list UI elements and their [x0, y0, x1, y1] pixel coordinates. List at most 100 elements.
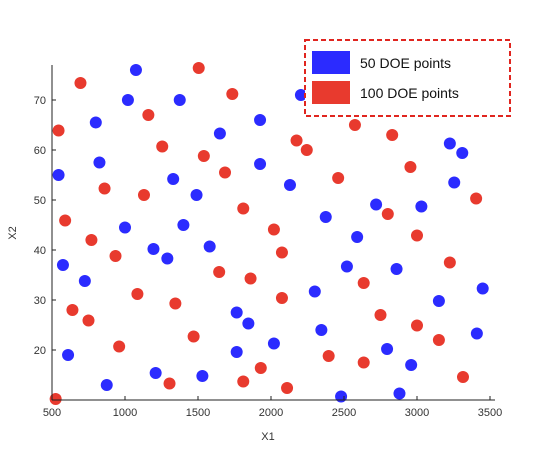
data-point-50-doe [390, 263, 403, 275]
y-axis-label: X2 [7, 226, 19, 239]
data-point-100-doe [156, 140, 169, 153]
data-point-100-doe [82, 314, 95, 327]
data-point-100-doe [85, 234, 98, 246]
y-axis-ticks: 20 30 40 50 60 70 [34, 95, 56, 357]
x-tick-label: 1500 [186, 407, 210, 419]
data-point-100-doe [267, 223, 280, 236]
data-point-100-doe [404, 161, 417, 173]
data-point-100-doe [237, 202, 250, 215]
y-tick-label: 60 [34, 145, 46, 157]
data-point-50-doe [52, 169, 65, 181]
x-tick-label: 2500 [332, 407, 356, 419]
data-point-100-doe [275, 292, 288, 304]
data-point-50-doe [167, 173, 180, 185]
data-point-50-doe [456, 147, 469, 159]
data-point-100-doe [290, 134, 303, 147]
data-point-100-doe [244, 272, 257, 285]
data-point-50-doe [315, 324, 328, 336]
data-point-100-doe [131, 288, 144, 300]
data-point-100-doe [275, 246, 288, 259]
data-point-50-doe [267, 337, 280, 350]
data-point-50-doe [319, 211, 332, 223]
data-point-100-doe [163, 377, 176, 390]
data-point-100-doe [456, 371, 469, 383]
data-point-50-doe [448, 176, 461, 189]
data-point-100-doe [411, 229, 423, 242]
data-point-50-doe [161, 252, 174, 265]
data-point-50-doe [93, 156, 106, 169]
data-point-50-doe [294, 89, 307, 101]
data-point-100-doe [137, 189, 150, 201]
data-point-50-doe [432, 295, 445, 307]
data-point-50-doe [381, 343, 394, 355]
data-point-50-doe [147, 243, 160, 255]
data-point-50-doe [129, 64, 142, 76]
data-point-50-doe [190, 189, 203, 201]
data-point-50-doe [254, 114, 267, 126]
data-point-100-doe [381, 208, 394, 220]
data-point-100-doe [348, 119, 361, 131]
data-point-100-doe [52, 124, 65, 137]
data-point-100-doe [169, 297, 182, 310]
data-point-100-doe [443, 256, 456, 269]
data-point-50-doe [283, 179, 296, 191]
data-point-100-doe [113, 340, 126, 353]
x-axis-ticks: 500 1000 1500 2000 2500 3000 3500 [43, 396, 502, 419]
y-tick-label: 70 [34, 95, 46, 107]
data-point-100-doe [49, 393, 62, 405]
x-tick-label: 2000 [259, 407, 283, 419]
y-tick-label: 50 [34, 195, 46, 207]
data-point-50-doe [196, 370, 209, 382]
data-point-100-doe [332, 172, 345, 184]
data-point-50-doe [119, 221, 131, 234]
data-point-100-doe [142, 109, 155, 121]
data-point-50-doe [177, 219, 190, 231]
data-point-50-doe [340, 260, 353, 273]
data-point-50-doe [121, 94, 134, 106]
data-point-50-doe [393, 387, 406, 400]
data-point-50-doe [405, 359, 418, 371]
data-point-100-doe [432, 334, 445, 346]
data-point-100-doe [59, 214, 72, 227]
data-point-100-doe [386, 129, 399, 141]
data-point-50-doe [173, 94, 186, 106]
data-point-50-doe [476, 282, 489, 295]
data-point-100-doe [300, 144, 313, 156]
data-point-100-doe [219, 166, 232, 179]
data-point-50-doe [78, 275, 91, 287]
legend-swatch-50-doe [312, 51, 350, 74]
data-point-100-doe [357, 356, 370, 369]
data-point-100-doe [74, 77, 87, 89]
data-point-100-doe [187, 330, 200, 343]
data-point-100-doe [374, 309, 387, 321]
data-point-50-doe [62, 349, 75, 361]
data-point-100-doe [281, 382, 294, 394]
data-point-50-doe [308, 285, 321, 298]
data-point-50-doe [230, 306, 243, 319]
data-point-100-doe [470, 192, 483, 205]
x-tick-label: 3500 [478, 407, 502, 419]
data-point-50-doe [203, 240, 216, 253]
data-point-50-doe [100, 379, 113, 391]
data-point-100-doe [226, 88, 239, 100]
x-tick-label: 500 [43, 407, 61, 419]
data-point-50-doe [470, 327, 483, 340]
y-tick-label: 40 [34, 245, 46, 257]
data-point-50-doe [230, 346, 243, 358]
data-point-100-doe [192, 62, 205, 74]
data-point-100-doe [237, 375, 250, 388]
data-point-50-doe [351, 231, 364, 243]
data-point-100-doe [411, 319, 423, 332]
y-tick-label: 20 [34, 345, 46, 357]
x-axis-label: X1 [261, 431, 274, 443]
data-point-100-doe [322, 350, 335, 362]
legend-swatch-100-doe [312, 81, 350, 104]
data-point-100-doe [98, 182, 111, 195]
data-point-50-doe [89, 116, 102, 129]
y-tick-label: 30 [34, 295, 46, 307]
data-point-50-doe [335, 390, 348, 403]
data-point-50-doe [415, 200, 428, 213]
data-point-100-doe [213, 266, 226, 278]
data-point-50-doe [213, 127, 226, 140]
